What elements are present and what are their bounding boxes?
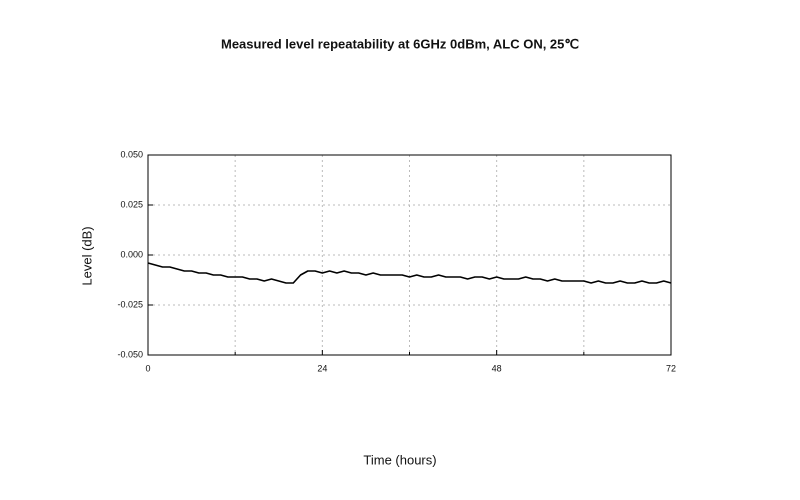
- chart-title: Measured level repeatability at 6GHz 0dB…: [221, 36, 579, 51]
- x-tick-label: 0: [145, 363, 150, 373]
- x-tick-label: 72: [666, 363, 676, 373]
- y-tick-label: 0.050: [120, 149, 143, 159]
- y-axis-title: Level (dB): [79, 226, 94, 285]
- y-tick-label: 0.025: [120, 199, 143, 209]
- y-tick-label: 0.000: [120, 249, 143, 259]
- x-axis-title: Time (hours): [363, 452, 436, 467]
- x-tick-label: 48: [492, 363, 502, 373]
- y-tick-label: -0.050: [117, 349, 143, 359]
- data-line: [147, 262, 672, 284]
- x-tick-label: 24: [317, 363, 327, 373]
- y-tick-label: -0.025: [117, 299, 143, 309]
- plot-frame: [147, 154, 672, 356]
